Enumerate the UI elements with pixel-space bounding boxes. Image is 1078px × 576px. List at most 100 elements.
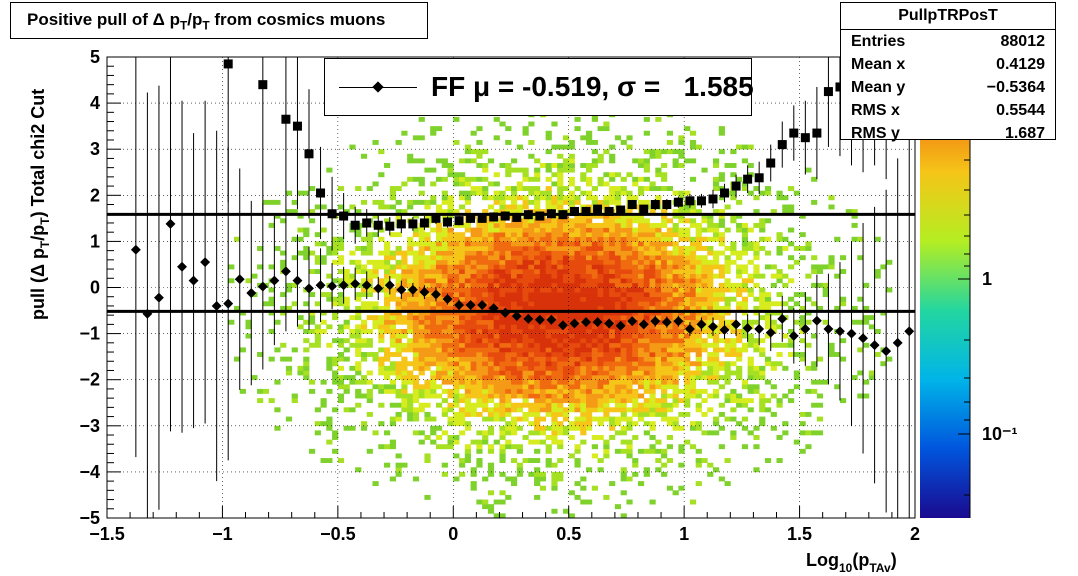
heatmap-cell bbox=[689, 324, 697, 330]
heatmap-cell bbox=[453, 361, 460, 367]
heatmap-cell bbox=[874, 269, 881, 274]
heatmap-cell bbox=[516, 278, 523, 284]
heatmap-cell bbox=[355, 315, 362, 321]
heatmap-cell bbox=[453, 393, 460, 399]
heatmap-cell bbox=[516, 167, 523, 173]
heatmap-cell bbox=[522, 416, 529, 422]
heatmap-cell bbox=[384, 264, 391, 270]
heatmap-cell bbox=[505, 264, 512, 270]
heatmap-cell bbox=[788, 305, 795, 311]
heatmap-cell bbox=[672, 393, 679, 399]
heatmap-cell bbox=[360, 264, 368, 270]
heatmap-cell bbox=[487, 181, 495, 187]
heatmap-cell bbox=[482, 269, 489, 274]
heatmap-cell bbox=[580, 361, 587, 367]
data-point-diamond bbox=[742, 323, 753, 334]
heatmap-cell bbox=[528, 292, 535, 298]
heatmap-cell bbox=[701, 338, 708, 344]
heatmap-cell bbox=[539, 338, 547, 344]
heatmap-cell bbox=[528, 305, 535, 311]
heatmap-cell bbox=[355, 352, 362, 357]
heatmap-cell bbox=[603, 375, 610, 380]
heatmap-cell bbox=[672, 421, 679, 427]
heatmap-cell bbox=[724, 246, 731, 251]
heatmap-cell bbox=[597, 232, 604, 238]
y-tick-label: −5 bbox=[79, 508, 100, 528]
heatmap-cell bbox=[672, 209, 679, 215]
heatmap-cell bbox=[678, 204, 685, 210]
heatmap-cell bbox=[297, 213, 304, 219]
heatmap-cell bbox=[430, 181, 437, 187]
heatmap-cell bbox=[522, 301, 529, 307]
heatmap-cell bbox=[384, 255, 391, 261]
heatmap-cell bbox=[372, 430, 379, 436]
heatmap-cell bbox=[366, 379, 373, 385]
heatmap-cell bbox=[718, 310, 725, 316]
heatmap-cell bbox=[551, 319, 558, 325]
heatmap-cell bbox=[741, 301, 749, 307]
heatmap-cell bbox=[551, 398, 558, 404]
heatmap-cell bbox=[464, 356, 471, 362]
heatmap-cell bbox=[574, 328, 581, 334]
heatmap-cell bbox=[736, 269, 743, 274]
data-point-diamond bbox=[627, 316, 638, 327]
heatmap-cell bbox=[453, 375, 460, 380]
heatmap-cell bbox=[736, 255, 743, 261]
heatmap-cell bbox=[626, 264, 633, 270]
heatmap-cell bbox=[649, 448, 656, 454]
heatmap-cell bbox=[511, 259, 518, 265]
heatmap-cell bbox=[741, 384, 749, 390]
heatmap-cell bbox=[643, 176, 650, 182]
heatmap-cell bbox=[724, 342, 731, 348]
heatmap-cell bbox=[614, 278, 622, 284]
heatmap-cell bbox=[672, 375, 679, 380]
heatmap-cell bbox=[661, 388, 668, 394]
heatmap-cell bbox=[384, 347, 391, 353]
heatmap-cell bbox=[332, 430, 339, 436]
heatmap-cell bbox=[713, 232, 720, 238]
data-point-diamond bbox=[800, 324, 811, 334]
heatmap-cell bbox=[730, 416, 737, 422]
heatmap-cell bbox=[551, 315, 558, 321]
heatmap-cell bbox=[412, 393, 420, 399]
heatmap-cell bbox=[574, 218, 581, 224]
heatmap-cell bbox=[349, 278, 356, 284]
heatmap-cell bbox=[643, 227, 650, 233]
heatmap-cell bbox=[551, 324, 558, 330]
heatmap-cell bbox=[701, 430, 708, 436]
heatmap-cell bbox=[522, 218, 529, 224]
heatmap-cell bbox=[678, 218, 685, 224]
heatmap-cell bbox=[609, 301, 616, 307]
heatmap-cell bbox=[551, 361, 558, 367]
heatmap-cell bbox=[736, 421, 743, 427]
heatmap-cell bbox=[689, 296, 697, 302]
heatmap-cell bbox=[689, 218, 697, 224]
heatmap-cell bbox=[476, 499, 483, 505]
heatmap-cell bbox=[418, 250, 425, 256]
heatmap-cell bbox=[464, 458, 471, 463]
data-point-diamond bbox=[811, 315, 822, 326]
heatmap-cell bbox=[539, 222, 547, 228]
heatmap-cell bbox=[511, 319, 518, 325]
heatmap-cell bbox=[678, 135, 685, 141]
heatmap-cell bbox=[516, 246, 523, 251]
heatmap-cell bbox=[389, 264, 396, 270]
heatmap-cell bbox=[285, 365, 293, 371]
legend: FF μ = -0.519, σ = 1.585 bbox=[324, 58, 754, 116]
heatmap-cell bbox=[851, 236, 858, 242]
heatmap-cell bbox=[655, 467, 662, 473]
heatmap-cell bbox=[476, 342, 483, 348]
heatmap-cell bbox=[482, 324, 489, 330]
heatmap-cell bbox=[684, 227, 691, 233]
heatmap-cell bbox=[557, 476, 564, 482]
heatmap-cell bbox=[395, 352, 402, 357]
heatmap-cell bbox=[476, 246, 483, 251]
heatmap-cell bbox=[493, 232, 500, 238]
heatmap-cell bbox=[568, 365, 575, 371]
heatmap-cell bbox=[285, 305, 293, 311]
heatmap-cell bbox=[464, 246, 471, 251]
heatmap-cell bbox=[661, 250, 668, 256]
heatmap-cell bbox=[632, 287, 639, 293]
heatmap-cell bbox=[574, 287, 581, 293]
